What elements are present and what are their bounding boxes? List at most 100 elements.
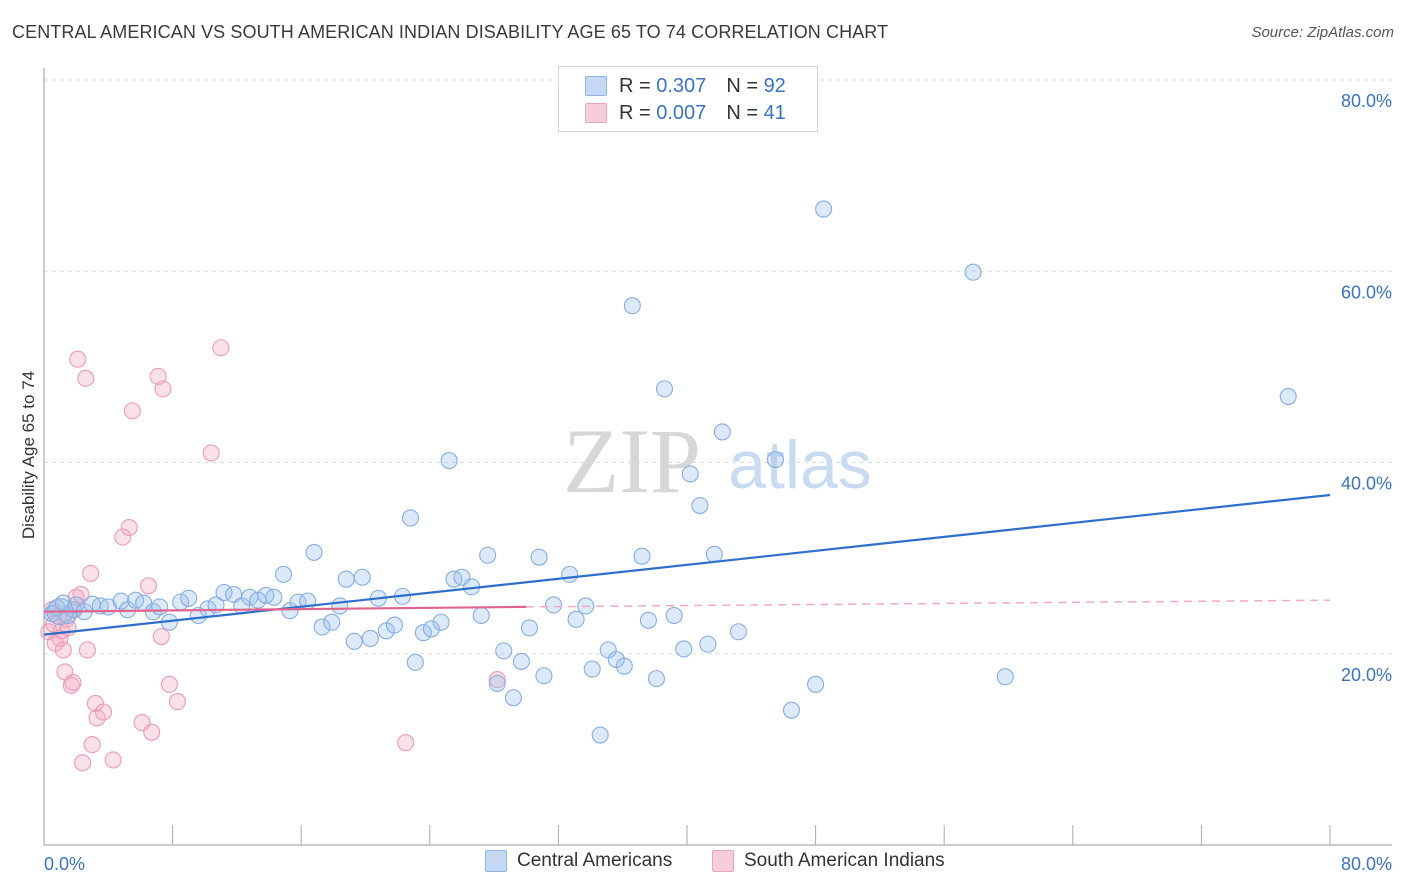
data-point-central-americans — [189, 606, 207, 625]
watermark-zip: ZIP — [563, 410, 701, 512]
y-tick-label: 40.0% — [1341, 474, 1392, 494]
x-tick-label: 80.0% — [1341, 854, 1392, 874]
data-point-central-americans — [274, 565, 293, 583]
legend-label: Central Americans — [517, 850, 673, 871]
data-point-central-americans — [488, 674, 506, 692]
data-point-central-americans — [807, 675, 825, 693]
data-point-central-americans — [432, 613, 450, 631]
legend-item-south-american-indians[interactable]: South American Indians — [712, 850, 945, 872]
data-point-central-americans — [675, 640, 693, 658]
blue-swatch-icon — [585, 76, 607, 96]
y-tick-label: 20.0% — [1341, 665, 1392, 685]
data-point-south-american-indians — [62, 676, 80, 694]
data-point-south-american-indians — [64, 673, 82, 691]
data-point-south-american-indians — [120, 518, 138, 537]
source-label: Source: ZipAtlas.com — [1251, 24, 1394, 41]
data-point-central-americans — [647, 670, 666, 688]
data-point-central-americans — [583, 660, 601, 678]
data-point-south-american-indians — [152, 627, 170, 646]
data-point-central-americans — [265, 588, 283, 606]
data-point-central-americans — [699, 635, 717, 653]
data-point-central-americans — [681, 465, 699, 483]
data-point-central-americans — [495, 642, 513, 660]
trend-line-dashed-south-american-indians — [526, 599, 1331, 608]
data-point-central-americans — [361, 629, 379, 648]
n-label: N = — [726, 101, 758, 124]
data-point-central-americans — [729, 623, 747, 641]
data-point-south-american-indians — [78, 641, 96, 659]
data-point-south-american-indians — [77, 369, 95, 387]
x-tick-label: 0.0% — [44, 854, 85, 874]
data-point-central-americans — [520, 619, 539, 637]
data-point-central-americans — [691, 496, 709, 515]
data-point-central-americans — [479, 546, 497, 564]
data-point-central-americans — [561, 565, 579, 583]
data-point-central-americans — [385, 616, 403, 634]
data-point-central-americans — [331, 597, 349, 615]
n-value: 92 — [763, 74, 786, 97]
data-point-south-american-indians — [123, 402, 141, 420]
data-point-central-americans — [530, 548, 548, 566]
watermark-atlas: atlas — [728, 427, 872, 503]
data-point-central-americans — [180, 589, 198, 607]
series-legend: Central Americans South American Indians — [0, 850, 1406, 880]
data-point-south-american-indians — [143, 723, 161, 741]
data-point-central-americans — [353, 568, 371, 586]
data-point-south-american-indians — [88, 709, 106, 727]
pink-swatch-icon — [712, 850, 734, 872]
data-point-south-american-indians — [104, 751, 122, 769]
trend-line-central-americans — [43, 493, 1331, 636]
data-point-central-americans — [305, 543, 323, 561]
data-point-central-americans — [323, 613, 341, 631]
data-point-central-americans — [705, 545, 723, 563]
legend-label: South American Indians — [744, 850, 945, 871]
data-point-central-americans — [591, 726, 609, 744]
data-point-central-americans — [766, 451, 784, 469]
trend-line-south-american-indians — [43, 605, 527, 613]
data-point-central-americans — [655, 380, 674, 398]
data-point-central-americans — [713, 423, 731, 441]
n-label: N = — [726, 74, 758, 97]
chart-title: CENTRAL AMERICAN VS SOUTH AMERICAN INDIA… — [12, 22, 889, 42]
stats-row-central-americans: R = 0.307 N = 92 — [585, 73, 786, 99]
r-label: R = — [619, 74, 651, 97]
data-point-central-americans — [512, 652, 530, 670]
legend-item-central-americans[interactable]: Central Americans — [485, 850, 672, 872]
data-point-central-americans — [249, 591, 267, 609]
data-point-central-americans — [665, 606, 683, 625]
data-point-south-american-indians — [94, 703, 113, 721]
data-point-central-americans — [422, 620, 440, 638]
data-point-central-americans — [535, 667, 553, 685]
data-point-central-americans — [345, 632, 363, 650]
data-point-central-americans — [815, 200, 833, 218]
data-point-central-americans — [567, 610, 585, 628]
data-point-central-americans — [504, 689, 522, 707]
data-point-central-americans — [615, 657, 633, 675]
data-point-central-americans — [964, 263, 982, 281]
data-point-central-americans — [406, 653, 424, 671]
data-point-central-americans — [472, 606, 490, 625]
data-point-central-americans — [401, 509, 420, 527]
data-point-central-americans — [623, 297, 641, 315]
data-point-central-americans — [440, 452, 458, 470]
data-point-central-americans — [996, 668, 1014, 686]
y-axis-label: Disability Age 65 to 74 — [19, 371, 38, 539]
data-point-south-american-indians — [202, 444, 220, 462]
blue-swatch-icon — [485, 850, 507, 872]
y-tick-label: 80.0% — [1341, 91, 1392, 111]
data-point-south-american-indians — [114, 528, 132, 546]
data-point-south-american-indians — [74, 754, 92, 772]
data-point-south-american-indians — [160, 675, 178, 693]
data-point-south-american-indians — [212, 339, 230, 357]
data-point-central-americans — [313, 618, 331, 636]
n-value: 41 — [763, 101, 786, 124]
data-point-south-american-indians — [488, 671, 506, 689]
data-point-south-american-indians — [82, 564, 100, 582]
stats-row-south-american-indians: R = 0.007 N = 41 — [585, 100, 786, 126]
data-point-central-americans — [414, 624, 432, 642]
data-point-central-americans — [337, 570, 355, 588]
data-point-south-american-indians — [83, 736, 101, 754]
data-point-central-americans — [151, 598, 169, 616]
r-value: 0.307 — [656, 74, 707, 97]
